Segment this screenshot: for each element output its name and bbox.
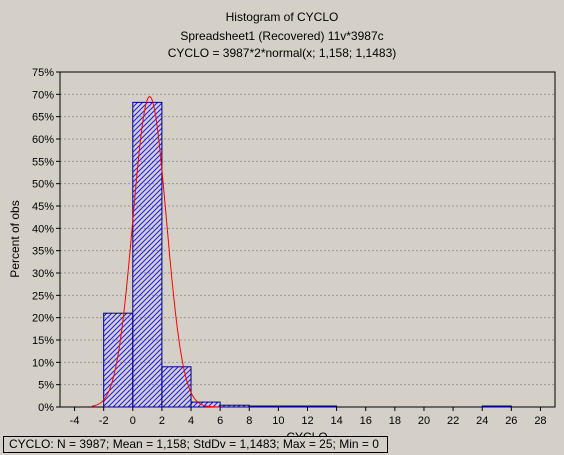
x-tick-label: -2 xyxy=(99,415,109,427)
summary-statistics: CYCLO: N = 3987; Mean = 1,158; StdDv = 1… xyxy=(3,436,388,453)
chart-subtitle: Spreadsheet1 (Recovered) 11v*3987c xyxy=(180,29,384,43)
x-tick-label: 0 xyxy=(130,415,136,427)
y-tick-label: 45% xyxy=(32,201,54,213)
y-tick-label: 10% xyxy=(32,357,54,369)
histogram-bar xyxy=(219,404,250,408)
y-axis-title: Percent of obs xyxy=(8,200,22,277)
x-tick-label: 10 xyxy=(272,415,284,427)
grid-lines xyxy=(60,93,555,386)
y-tick-label: 0% xyxy=(38,402,54,414)
x-tick-label: 16 xyxy=(360,415,372,427)
y-tick-label: 50% xyxy=(32,179,54,191)
x-tick-label: 20 xyxy=(418,415,430,427)
x-tick-label: 14 xyxy=(330,415,342,427)
chart-title: Histogram of CYCLO xyxy=(225,10,339,24)
y-tick-label: 25% xyxy=(32,290,54,302)
histogram-bar xyxy=(161,366,192,408)
x-tick-label: 12 xyxy=(301,415,313,427)
y-tick-label: 60% xyxy=(32,134,54,146)
x-tick-label: 26 xyxy=(505,415,517,427)
x-tick-label: 8 xyxy=(246,415,252,427)
x-tick-label: 22 xyxy=(447,415,459,427)
y-axis-ticks: 0% 5% 10% 15% 20% 25% 30% 35% 40% 45% 50% 55% 60% 65%… xyxy=(32,67,60,414)
histogram-bar xyxy=(190,401,221,408)
x-tick-label: -4 xyxy=(70,415,80,427)
y-tick-label: 55% xyxy=(32,156,54,168)
y-tick-label: 35% xyxy=(32,246,54,258)
y-tick-label: 65% xyxy=(32,112,54,124)
normal-fit-curve xyxy=(91,96,221,408)
y-tick-label: 20% xyxy=(32,313,54,325)
x-tick-label: 2 xyxy=(159,415,165,427)
x-tick-label: 24 xyxy=(476,415,488,427)
y-tick-label: 5% xyxy=(38,380,54,392)
histogram-bar xyxy=(307,405,338,408)
histogram-bar xyxy=(277,405,309,408)
histogram-bar xyxy=(248,405,279,408)
fit-formula: CYCLO = 3987*2*normal(x; 1,158; 1,1483) xyxy=(167,46,397,60)
y-tick-label: 30% xyxy=(32,268,54,280)
histogram-bar xyxy=(132,101,163,408)
y-tick-label: 15% xyxy=(32,335,54,347)
y-tick-label: 70% xyxy=(32,89,54,101)
x-tick-label: 18 xyxy=(389,415,401,427)
x-tick-label: 4 xyxy=(188,415,194,427)
y-tick-label: 40% xyxy=(32,223,54,235)
x-axis-ticks: -4 -2 0 2 4 6 8 10 12 14 16 18 20 22 24 26 28 xyxy=(70,407,547,427)
x-tick-label: 6 xyxy=(217,415,223,427)
x-tick-label: 28 xyxy=(534,415,546,427)
y-tick-label: 75% xyxy=(32,67,54,79)
histogram-bars xyxy=(103,101,512,408)
histogram-bar xyxy=(481,405,512,408)
